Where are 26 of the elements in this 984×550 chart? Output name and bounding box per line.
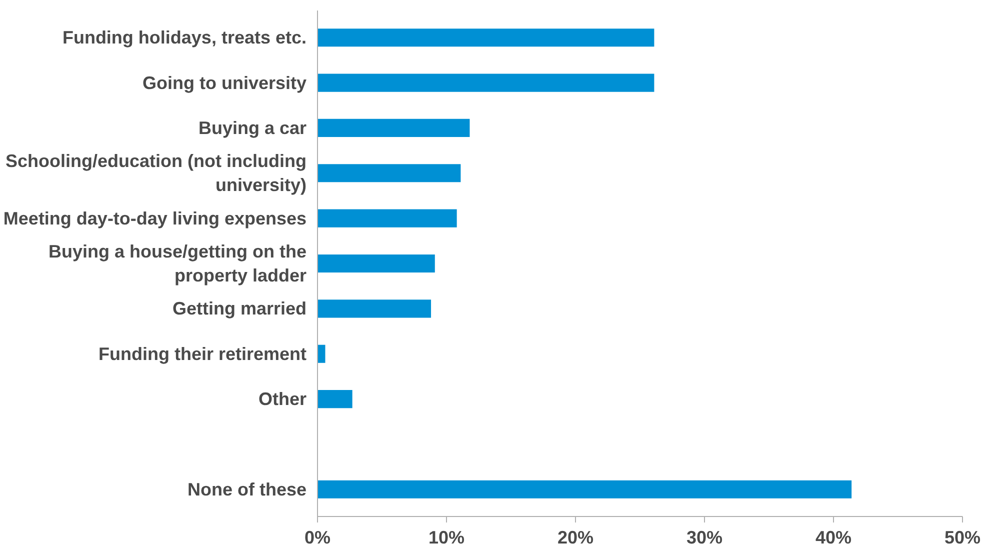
y-tick-label: Schooling/education (not including university) bbox=[6, 151, 307, 196]
y-tick-label: Buying a car bbox=[198, 118, 307, 138]
bar bbox=[318, 480, 852, 498]
x-tick-label: 50% bbox=[944, 528, 981, 548]
bar bbox=[318, 28, 654, 47]
y-tick-label: Funding their retirement bbox=[98, 344, 307, 364]
bar bbox=[318, 209, 457, 228]
bar bbox=[318, 390, 352, 408]
x-tick-label: 30% bbox=[686, 528, 723, 548]
bar bbox=[318, 74, 654, 92]
y-tick-label: Other bbox=[258, 389, 307, 410]
y-tick-label: Meeting day-to-day living expenses bbox=[3, 208, 307, 228]
y-tick-label: Getting married bbox=[172, 298, 307, 319]
y-tick-label: Going to university bbox=[142, 72, 307, 93]
y-tick-label: Funding holidays, treats etc. bbox=[62, 28, 307, 48]
bar bbox=[318, 300, 432, 318]
bar bbox=[318, 164, 461, 182]
x-tick-label: 0% bbox=[304, 528, 331, 548]
y-tick-label: Buying a house/getting on the property ladder bbox=[48, 242, 307, 286]
bar bbox=[318, 118, 470, 137]
y-tick-label: None of these bbox=[187, 479, 307, 500]
x-tick-label: 20% bbox=[557, 528, 594, 548]
bar bbox=[318, 344, 326, 363]
bar bbox=[318, 254, 435, 273]
x-tick-label: 40% bbox=[815, 528, 852, 548]
x-tick-label: 10% bbox=[428, 528, 465, 548]
